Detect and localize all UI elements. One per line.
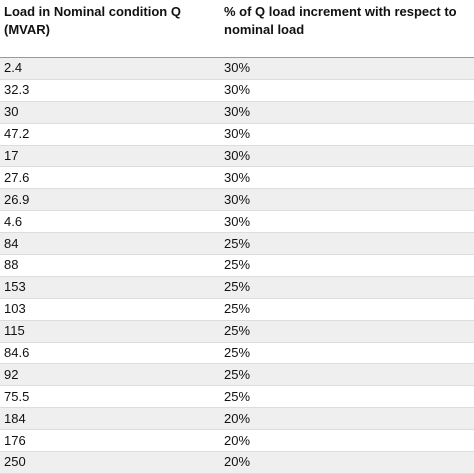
table-cell: 184 (0, 407, 220, 431)
table-cell: 25% (220, 342, 474, 365)
table-cell: 27.6 (0, 166, 220, 190)
table-cell: 32.3 (0, 79, 220, 102)
table-cell: 30% (220, 188, 474, 212)
table-row: 2.4 30% (0, 57, 474, 80)
table-cell: 88 (0, 254, 220, 277)
table-cell: 30% (220, 101, 474, 124)
table-cell: 30% (220, 57, 474, 80)
table-cell: 25% (220, 363, 474, 387)
table-cell: 2.4 (0, 57, 220, 80)
table-cell: 25% (220, 276, 474, 299)
table-cell: 84 (0, 232, 220, 256)
table-cell: 20% (220, 407, 474, 431)
table-cell: 26.9 (0, 188, 220, 212)
table-row: 115 25% (0, 320, 474, 343)
table-cell: 25% (220, 298, 474, 321)
table-cell: 153 (0, 276, 220, 299)
table-cell: 25% (220, 254, 474, 277)
table-cell: 30% (220, 145, 474, 168)
header-row: Load in Nominal condition Q (MVAR) % of … (0, 0, 474, 58)
table-cell: 92 (0, 363, 220, 387)
table-cell: 25% (220, 232, 474, 256)
table-cell: 75.5 (0, 385, 220, 409)
table-cell: 84.6 (0, 342, 220, 365)
table-cell: 30% (220, 123, 474, 146)
table-row: 17 30% (0, 145, 474, 168)
header-cell: % of Q load increment with respect to no… (220, 0, 474, 58)
table-cell: 25% (220, 385, 474, 409)
table-row: 250 20% (0, 451, 474, 474)
table-row: 84.6 25% (0, 342, 474, 365)
table-row: 26.9 30% (0, 188, 474, 212)
table-cell: 20% (220, 429, 474, 453)
table-row: 88 25% (0, 254, 474, 277)
table-cell: 20% (220, 451, 474, 474)
table-body: 2.4 30% 32.3 30% 30 30% 47.2 30% 17 30% 27.6 30% 26.… (0, 57, 474, 474)
table-row: 184 20% (0, 407, 474, 431)
table-cell: 30% (220, 210, 474, 234)
table-cell: 103 (0, 298, 220, 321)
table-cell: 4.6 (0, 210, 220, 234)
table-row: 4.6 30% (0, 210, 474, 234)
table-row: 47.2 30% (0, 123, 474, 146)
table-row: 153 25% (0, 276, 474, 299)
table-row: 176 20% (0, 429, 474, 453)
table-cell: 176 (0, 429, 220, 453)
table-cell: 250 (0, 451, 220, 474)
table-row: 75.5 25% (0, 385, 474, 409)
table-row: 92 25% (0, 363, 474, 387)
table-cell: 115 (0, 320, 220, 343)
table-row: 103 25% (0, 298, 474, 321)
table-cell: 30% (220, 166, 474, 190)
table-cell: 25% (220, 320, 474, 343)
table-cell: 30 (0, 101, 220, 124)
table-row: 32.3 30% (0, 79, 474, 102)
header-cell: Load in Nominal condition Q (MVAR) (0, 0, 220, 58)
table-row: 84 25% (0, 232, 474, 256)
table-cell: 30% (220, 79, 474, 102)
table-row: 27.6 30% (0, 166, 474, 190)
table-cell: 47.2 (0, 123, 220, 146)
table-row: 30 30% (0, 101, 474, 124)
table-cell: 17 (0, 145, 220, 168)
